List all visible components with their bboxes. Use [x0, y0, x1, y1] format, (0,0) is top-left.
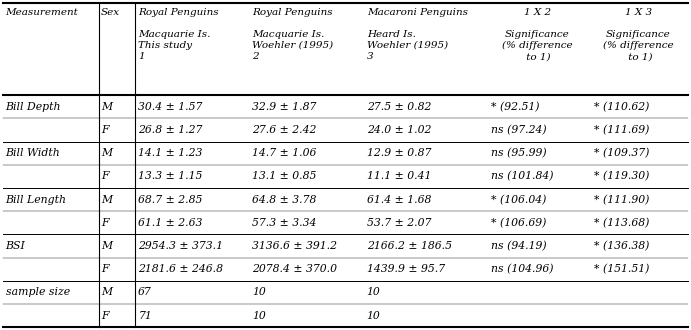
Text: 67: 67 — [138, 287, 152, 297]
Text: 1 X 2

Significance
(% difference
 to 1): 1 X 2 Significance (% difference to 1) — [502, 8, 572, 61]
Text: sample size: sample size — [6, 287, 70, 297]
Text: * (119.30): * (119.30) — [594, 171, 650, 182]
Text: F: F — [102, 172, 109, 182]
Text: * (109.37): * (109.37) — [594, 148, 650, 158]
Text: Royal Penguins

Macquarie Is.
This study
1: Royal Penguins Macquarie Is. This study … — [138, 8, 219, 61]
Text: M: M — [102, 148, 113, 158]
Text: * (110.62): * (110.62) — [594, 102, 650, 112]
Text: 10: 10 — [252, 287, 266, 297]
Text: Sex: Sex — [101, 8, 120, 16]
Text: 10: 10 — [252, 311, 266, 321]
Text: 1 X 3

Significance
(% difference
 to 1): 1 X 3 Significance (% difference to 1) — [603, 8, 674, 61]
Text: Royal Penguins

Macquarie Is.
Woehler (1995)
2: Royal Penguins Macquarie Is. Woehler (19… — [252, 8, 334, 61]
Text: ns (104.96): ns (104.96) — [491, 264, 553, 274]
Text: ns (97.24): ns (97.24) — [491, 125, 547, 135]
Text: 32.9 ± 1.87: 32.9 ± 1.87 — [252, 102, 316, 112]
Text: Bill Width: Bill Width — [6, 148, 60, 158]
Text: 26.8 ± 1.27: 26.8 ± 1.27 — [138, 125, 202, 135]
Text: * (136.38): * (136.38) — [594, 241, 650, 251]
Text: 1439.9 ± 95.7: 1439.9 ± 95.7 — [367, 264, 445, 274]
Text: 30.4 ± 1.57: 30.4 ± 1.57 — [138, 102, 202, 112]
Text: F: F — [102, 264, 109, 274]
Text: * (111.69): * (111.69) — [594, 125, 650, 135]
Text: 61.4 ± 1.68: 61.4 ± 1.68 — [367, 195, 431, 205]
Text: Bill Length: Bill Length — [6, 195, 66, 205]
Text: 13.1 ± 0.85: 13.1 ± 0.85 — [252, 172, 316, 182]
Text: 27.5 ± 0.82: 27.5 ± 0.82 — [367, 102, 431, 112]
Text: F: F — [102, 311, 109, 321]
Text: Bill Depth: Bill Depth — [6, 102, 61, 112]
Text: * (106.04): * (106.04) — [491, 194, 547, 205]
Text: 10: 10 — [367, 287, 381, 297]
Text: 61.1 ± 2.63: 61.1 ± 2.63 — [138, 218, 202, 228]
Text: 3136.6 ± 391.2: 3136.6 ± 391.2 — [252, 241, 337, 251]
Text: 14.7 ± 1.06: 14.7 ± 1.06 — [252, 148, 316, 158]
Text: * (92.51): * (92.51) — [491, 102, 540, 112]
Text: 2078.4 ± 370.0: 2078.4 ± 370.0 — [252, 264, 337, 274]
Text: 71: 71 — [138, 311, 152, 321]
Text: Macaroni Penguins

Heard Is.
Woehler (1995)
3: Macaroni Penguins Heard Is. Woehler (199… — [367, 8, 468, 61]
Text: 14.1 ± 1.23: 14.1 ± 1.23 — [138, 148, 202, 158]
Text: ns (101.84): ns (101.84) — [491, 171, 553, 182]
Text: 57.3 ± 3.34: 57.3 ± 3.34 — [252, 218, 316, 228]
Text: M: M — [102, 241, 113, 251]
Text: 27.6 ± 2.42: 27.6 ± 2.42 — [252, 125, 316, 135]
Text: M: M — [102, 195, 113, 205]
Text: 68.7 ± 2.85: 68.7 ± 2.85 — [138, 195, 202, 205]
Text: BSI: BSI — [6, 241, 26, 251]
Text: 11.1 ± 0.41: 11.1 ± 0.41 — [367, 172, 431, 182]
Text: 10: 10 — [367, 311, 381, 321]
Text: ns (95.99): ns (95.99) — [491, 148, 547, 158]
Text: Measurement: Measurement — [6, 8, 78, 16]
Text: M: M — [102, 287, 113, 297]
Text: 13.3 ± 1.15: 13.3 ± 1.15 — [138, 172, 202, 182]
Text: 53.7 ± 2.07: 53.7 ± 2.07 — [367, 218, 431, 228]
Text: * (111.90): * (111.90) — [594, 194, 650, 205]
Text: * (113.68): * (113.68) — [594, 218, 650, 228]
Text: * (151.51): * (151.51) — [594, 264, 650, 274]
Text: 2181.6 ± 246.8: 2181.6 ± 246.8 — [138, 264, 223, 274]
Text: 24.0 ± 1.02: 24.0 ± 1.02 — [367, 125, 431, 135]
Text: M: M — [102, 102, 113, 112]
Text: 12.9 ± 0.87: 12.9 ± 0.87 — [367, 148, 431, 158]
Text: F: F — [102, 125, 109, 135]
Text: 64.8 ± 3.78: 64.8 ± 3.78 — [252, 195, 316, 205]
Text: * (106.69): * (106.69) — [491, 218, 547, 228]
Text: ns (94.19): ns (94.19) — [491, 241, 547, 251]
Text: 2166.2 ± 186.5: 2166.2 ± 186.5 — [367, 241, 452, 251]
Text: 2954.3 ± 373.1: 2954.3 ± 373.1 — [138, 241, 223, 251]
Text: F: F — [102, 218, 109, 228]
